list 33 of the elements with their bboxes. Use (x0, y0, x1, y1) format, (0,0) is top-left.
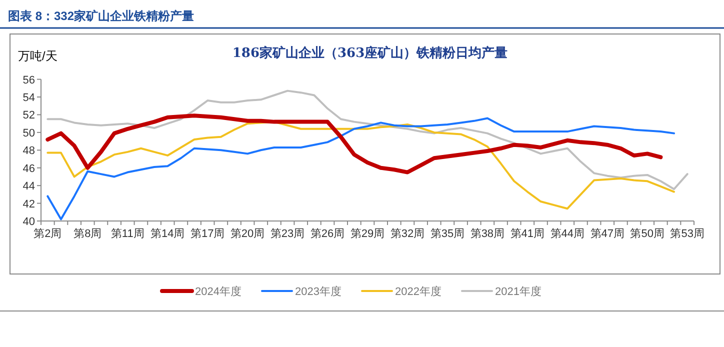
y-tick-label: 48 (22, 145, 35, 158)
legend-label: 2021年度 (495, 285, 542, 298)
chart-subtitle: 186家矿山企业（363座矿山）铁精粉日均产量 (232, 45, 508, 61)
y-tick-label: 52 (22, 110, 35, 122)
y-tick-label: 44 (22, 180, 35, 193)
chart-title: 图表 8：332家矿山企业铁精粉产量 (8, 9, 194, 23)
x-tick-label: 第29周 (350, 228, 385, 240)
legend-label: 2024年度 (195, 285, 242, 298)
x-tick-label: 第41周 (510, 228, 545, 240)
y-axis-title: 万吨/天 (18, 49, 58, 63)
legend-label: 2022年度 (395, 285, 442, 298)
x-tick-label: 第32周 (390, 228, 425, 240)
x-tick-label: 第14周 (150, 228, 185, 240)
x-tick-label: 第47周 (590, 228, 625, 240)
x-tick-label: 第35周 (430, 228, 465, 240)
legend-label: 2023年度 (295, 285, 342, 298)
y-tick-label: 40 (22, 216, 35, 228)
x-tick-label: 第53周 (670, 228, 704, 240)
x-tick-label: 第11周 (110, 228, 144, 240)
x-tick-label: 第20周 (230, 228, 265, 240)
y-tick-label: 56 (22, 74, 35, 86)
y-tick-label: 54 (22, 92, 35, 104)
x-tick-label: 第44周 (550, 228, 585, 240)
x-tick-label: 第2周 (34, 228, 62, 240)
x-tick-label: 第26周 (310, 228, 345, 240)
y-tick-label: 42 (22, 198, 35, 210)
y-tick-label: 46 (22, 162, 35, 175)
x-tick-label: 第8周 (74, 228, 102, 240)
x-tick-label: 第50周 (630, 228, 664, 240)
y-tick-label: 50 (22, 127, 35, 140)
x-tick-label: 第38周 (470, 228, 505, 240)
x-tick-label: 第23周 (270, 228, 305, 240)
x-tick-label: 第17周 (190, 228, 225, 240)
